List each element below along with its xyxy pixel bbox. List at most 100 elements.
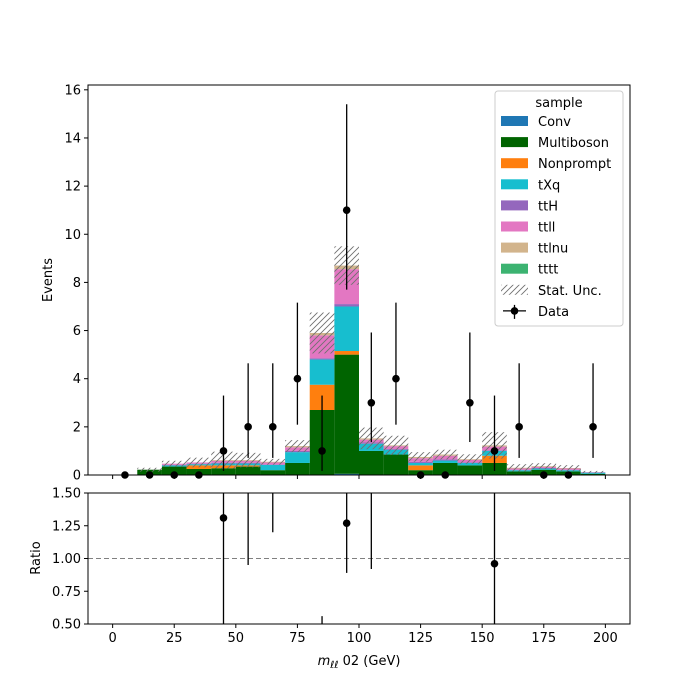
ratio-y-tick-label: 1.50 xyxy=(52,487,81,502)
stat-unc-band xyxy=(235,452,261,468)
bar-multiboson xyxy=(359,450,384,475)
legend-swatch-stat-unc xyxy=(501,284,528,295)
bar-txq xyxy=(408,462,433,466)
x-tick-label: 75 xyxy=(289,631,306,646)
data-point xyxy=(392,374,400,383)
y-tick-label: 2 xyxy=(73,420,81,435)
stat-unc-band xyxy=(580,470,606,474)
y-tick-label: 16 xyxy=(64,83,81,98)
bar-txq xyxy=(457,462,483,466)
legend-label: ttlnu xyxy=(538,242,568,257)
ratio-y-axis-label: Ratio xyxy=(29,541,44,574)
bar-tth xyxy=(334,304,359,307)
bar-txq xyxy=(309,359,335,385)
y-tick-label: 4 xyxy=(73,372,81,387)
legend-swatch-txq xyxy=(501,179,528,190)
legend-label: Conv xyxy=(538,115,571,130)
data-point xyxy=(293,374,302,383)
bar-multiboson xyxy=(235,466,261,475)
bar-tth xyxy=(408,461,433,463)
x-axis-label: mℓℓ 02 (GeV) xyxy=(318,654,401,671)
legend-label: Data xyxy=(538,305,569,320)
y-tick-label: 6 xyxy=(73,324,81,339)
y-tick-label: 10 xyxy=(64,228,81,243)
legend-swatch-ttll xyxy=(501,221,528,232)
legend-label: Nonprompt xyxy=(538,157,611,172)
stat-unc-band xyxy=(506,464,532,472)
bar-multiboson xyxy=(161,466,187,475)
data-point xyxy=(589,423,597,431)
bar-multiboson xyxy=(432,462,458,475)
ratio-y-tick-label: 0.75 xyxy=(52,585,81,600)
bar-txq xyxy=(260,464,286,471)
data-point xyxy=(268,423,277,431)
legend-label: tXq xyxy=(538,178,560,193)
stat-unc-band xyxy=(309,312,335,354)
legend-swatch-tth xyxy=(501,200,528,211)
bar-multiboson xyxy=(506,471,532,475)
ratio-clipped xyxy=(88,493,630,624)
bar-multiboson xyxy=(457,465,483,475)
legend-label: ttll xyxy=(538,221,555,236)
bar-tth xyxy=(432,459,458,461)
main-y-axis-label: Events xyxy=(41,258,56,302)
legend-swatch-conv xyxy=(501,116,528,126)
main-plot: 0 2 4 6 8 10 12 14 16 xyxy=(64,83,631,484)
stat-unc-band xyxy=(186,457,212,468)
stat-unc-band xyxy=(383,435,409,456)
data-point xyxy=(318,447,326,455)
stat-unc-band xyxy=(285,440,310,453)
x-tick-label: 25 xyxy=(166,631,183,646)
bar-txq xyxy=(432,460,458,463)
x-tick-label: 200 xyxy=(593,631,618,646)
y-tick-label: 14 xyxy=(64,131,81,146)
bar-tth xyxy=(309,358,335,360)
legend-swatch-nonprompt xyxy=(501,158,528,169)
legend-label: tttt xyxy=(538,263,558,278)
x-tick-label: 100 xyxy=(347,631,372,646)
data-point xyxy=(342,206,351,214)
bar-nonprompt xyxy=(408,465,433,471)
bar-multiboson xyxy=(260,470,286,475)
stat-unc-band xyxy=(260,458,286,465)
y-tick-label: 0 xyxy=(73,469,81,484)
bar-multiboson xyxy=(383,454,409,475)
bar-txq xyxy=(285,452,310,463)
bar-multiboson xyxy=(211,468,236,475)
data-point xyxy=(466,398,474,407)
legend-swatch-ttlnu xyxy=(501,242,528,253)
bar-multiboson xyxy=(580,473,606,475)
legend: sample Conv Multiboson Nonprompt tXq ttH ttll t… xyxy=(494,90,624,327)
stat-unc-band xyxy=(457,454,483,464)
bar-nonprompt xyxy=(334,351,359,355)
data-point xyxy=(367,398,376,407)
bar-txq xyxy=(531,468,557,470)
data-point xyxy=(219,447,228,455)
stat-unc-band xyxy=(556,465,581,471)
stat-unc-band xyxy=(161,460,187,467)
legend-label: ttH xyxy=(538,199,558,214)
bar-conv xyxy=(334,473,359,475)
x-tick-label: 50 xyxy=(228,631,245,646)
ratio-plot: 0.50 0.75 1.00 1.25 1.50 0 25 50 75 100 125 150 175 2… xyxy=(52,487,631,646)
legend-label: Stat. Unc. xyxy=(538,284,602,299)
legend-swatch-multiboson xyxy=(501,137,528,148)
y-tick-label: 12 xyxy=(64,180,81,195)
ratio-y-tick-label: 1.00 xyxy=(52,552,81,567)
stat-unc-band xyxy=(531,463,557,469)
legend-swatch-tttt xyxy=(501,263,528,274)
bar-multiboson xyxy=(334,354,359,474)
legend-data-marker xyxy=(510,307,519,315)
stat-unc-band xyxy=(432,449,458,460)
x-tick-label: 150 xyxy=(470,631,495,646)
x-tick-label: 175 xyxy=(531,631,556,646)
legend-title: sample xyxy=(535,96,582,111)
data-point xyxy=(244,423,252,431)
ratio-y-tick-label: 1.25 xyxy=(52,519,81,534)
x-tick-label: 0 xyxy=(108,631,116,646)
y-tick-label: 8 xyxy=(73,276,81,291)
stat-unc-band xyxy=(137,467,162,472)
data-point xyxy=(490,447,499,455)
bar-multiboson xyxy=(285,462,310,475)
